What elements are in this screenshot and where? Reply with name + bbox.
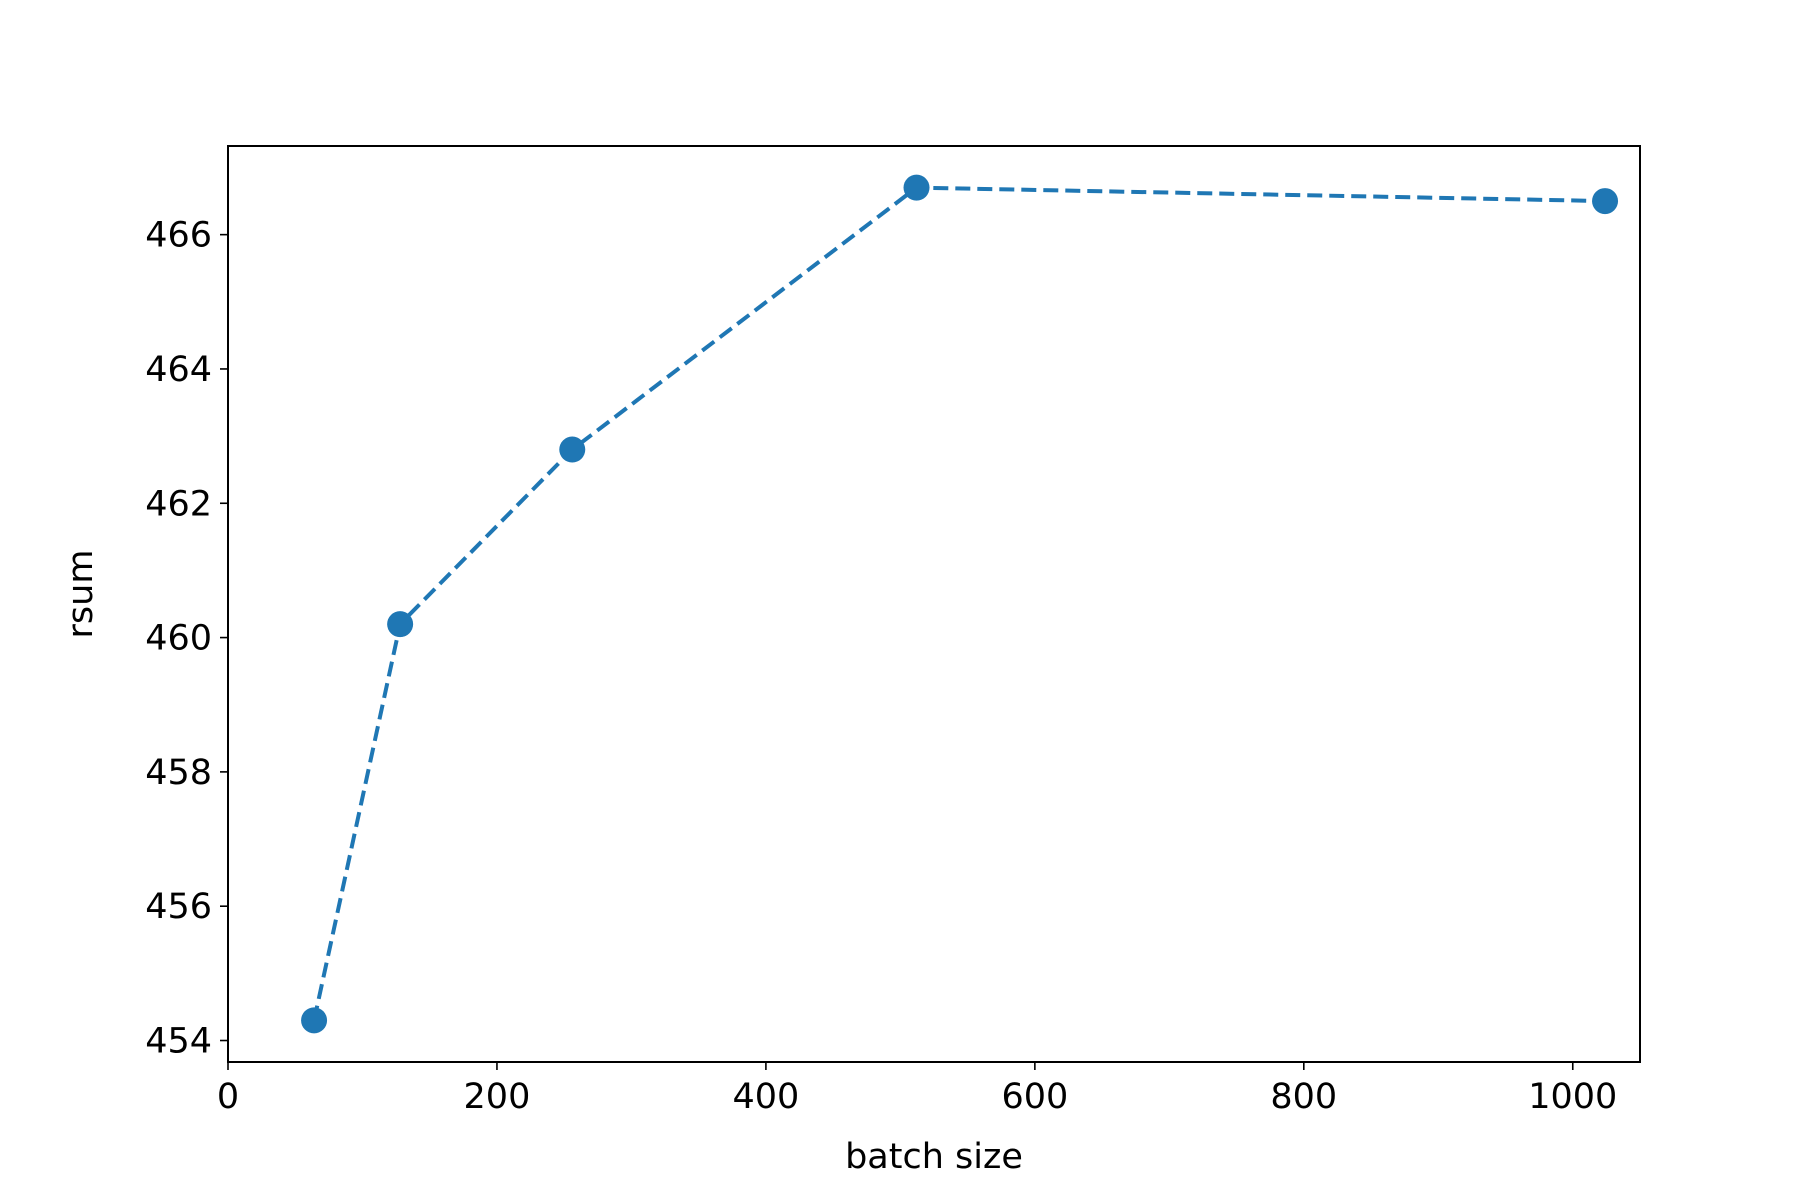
y-tick-label: 456 (145, 887, 212, 927)
x-tick-label: 200 (464, 1077, 531, 1117)
y-tick-label: 462 (145, 484, 212, 524)
data-point (559, 436, 586, 463)
y-tick-label: 458 (145, 753, 212, 793)
x-tick-label: 1000 (1528, 1077, 1617, 1117)
y-axis-label: rsum (61, 550, 101, 639)
y-tick-label: 460 (145, 619, 212, 659)
y-tick-label: 464 (145, 350, 212, 390)
plot-frame (227, 145, 1641, 1063)
x-tick-label: 600 (1001, 1077, 1068, 1117)
y-tick-label: 454 (145, 1022, 212, 1062)
data-point (387, 611, 414, 638)
data-point (1592, 188, 1619, 215)
x-tick-label: 0 (217, 1077, 239, 1117)
data-point (301, 1007, 328, 1034)
data-point (903, 174, 930, 201)
y-tick-label: 466 (145, 216, 212, 256)
data-line (312, 185, 1606, 1021)
x-tick-label: 400 (732, 1077, 799, 1117)
x-axis-label: batch size (845, 1137, 1023, 1177)
x-tick-label: 800 (1270, 1077, 1337, 1117)
